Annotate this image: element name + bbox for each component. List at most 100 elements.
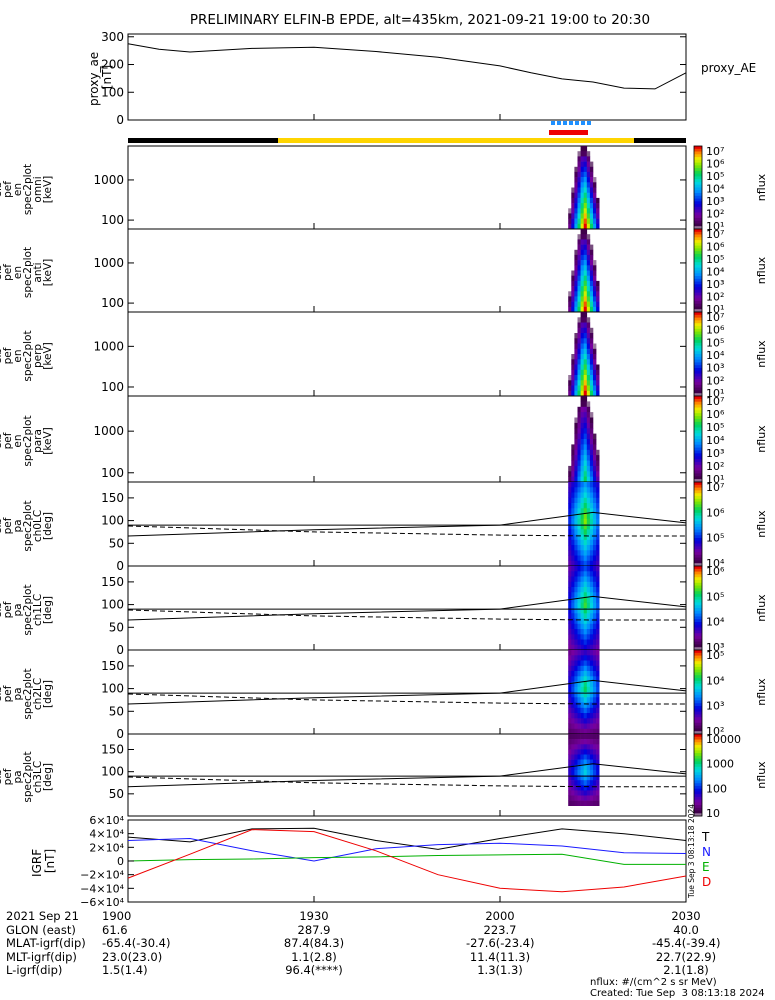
colorbar-swatch (694, 777, 702, 781)
colorbar-swatch (694, 739, 702, 743)
x-axis-value: -65.4(-30.4) (102, 936, 171, 950)
colorbar-swatch (694, 287, 702, 291)
heatmap-cell (586, 455, 591, 461)
colorbar-swatch (694, 441, 702, 446)
heatmap-cell (586, 655, 591, 661)
colorbar-swatch (694, 362, 702, 366)
heatmap-cell (568, 592, 572, 598)
heatmap-cell (586, 333, 591, 339)
heatmap-cell (574, 671, 578, 677)
heatmap-cell (589, 655, 594, 661)
heatmap-cell (571, 187, 575, 193)
heatmap-cell (574, 566, 578, 572)
heatmap-cell (583, 244, 588, 251)
heatmap-cell (580, 385, 584, 391)
heatmap-cell (596, 286, 600, 292)
heatmap-cell (586, 518, 591, 525)
heatmap-cell (593, 182, 597, 188)
colorbar-swatch (694, 314, 702, 319)
heatmap-cell (589, 428, 594, 434)
heatmap-cell (574, 739, 578, 745)
heatmap-cell (586, 213, 591, 219)
x-axis-row-label: 2021 Sep 21 (6, 909, 79, 923)
colorbar-swatch (694, 262, 702, 266)
heatmap-cell (571, 571, 575, 577)
heatmap-cell (593, 197, 597, 204)
heatmap-cell (577, 608, 581, 614)
x-axis-value: 1.1(2.8) (291, 949, 337, 964)
heatmap-cell (580, 618, 584, 624)
colorbar-tick-label: 10⁶ (706, 324, 725, 337)
colorbar-tick-label: 10² (706, 460, 724, 473)
heatmap-cell (583, 524, 588, 530)
heatmap-cell (580, 650, 584, 656)
colorbar-tick-label: 10² (706, 374, 724, 387)
heatmap-cell (593, 343, 597, 349)
heatmap-cell (586, 718, 591, 724)
heatmap-cell (589, 223, 594, 230)
heatmap-cell (577, 286, 581, 292)
heatmap-cell (574, 759, 578, 765)
heatmap-cell (574, 692, 578, 698)
heatmap-cell (568, 785, 572, 791)
heatmap-cell (571, 713, 575, 719)
heatmap-cell (583, 229, 588, 235)
heatmap-cell (580, 322, 584, 328)
heatmap-cell (571, 655, 575, 661)
heatmap-cell (577, 539, 581, 546)
colorbar-swatch (694, 382, 702, 386)
heatmap-cell (583, 223, 588, 230)
heatmap-cell (574, 702, 578, 708)
igrf-legend-D: D (702, 875, 711, 889)
heatmap-cell (571, 359, 575, 365)
colorbar-swatch (694, 501, 702, 505)
heatmap-cell (596, 518, 600, 525)
heatmap-cell (574, 597, 578, 603)
heatmap-cell (568, 795, 572, 801)
colorbar-swatch (694, 337, 702, 341)
heatmap-cell (589, 412, 594, 418)
heatmap-cell (571, 369, 575, 376)
heatmap-cell (583, 338, 588, 344)
colorbar-swatch (694, 791, 702, 795)
y-tick-label: 0 (117, 855, 124, 868)
heatmap-cell (571, 286, 575, 292)
heatmap-cell (568, 306, 572, 313)
heatmap-cell (574, 291, 578, 297)
y-tick-label: 50 (109, 704, 124, 718)
heatmap-cell (593, 260, 597, 266)
heatmap-cell (568, 534, 572, 540)
heatmap-cell (580, 192, 584, 199)
heatmap-cell (596, 385, 600, 391)
heatmap-cell (571, 764, 575, 771)
heatmap-cell (593, 375, 597, 381)
heatmap-cell (574, 375, 578, 381)
colorbar-swatch (694, 430, 702, 434)
heatmap-cell (574, 592, 578, 598)
heatmap-cell (574, 644, 578, 651)
heatmap-cell (568, 613, 572, 619)
colorbar-tick-label: 10⁵ (706, 170, 724, 183)
heatmap-cell (568, 581, 572, 588)
heatmap-cell (574, 487, 578, 493)
heatmap-cell (580, 482, 584, 488)
heatmap-cell (589, 780, 594, 786)
heatmap-cell (586, 613, 591, 619)
heatmap-cell (574, 249, 578, 256)
heatmap-cell (568, 539, 572, 546)
heatmap-cell (577, 406, 581, 413)
heatmap-cell (589, 608, 594, 614)
heatmap-cell (577, 291, 581, 297)
heatmap-cell (577, 707, 581, 714)
heatmap-cell (571, 718, 575, 724)
heatmap-cell (589, 566, 594, 572)
heatmap-cell (568, 754, 572, 760)
heatmap-cell (586, 460, 591, 467)
heatmap-cell (586, 317, 591, 323)
x-axis-value: 61.6 (102, 922, 128, 937)
colorbar-swatch (694, 295, 702, 299)
heatmap-cell (586, 503, 591, 509)
heatmap-cell (577, 492, 581, 498)
